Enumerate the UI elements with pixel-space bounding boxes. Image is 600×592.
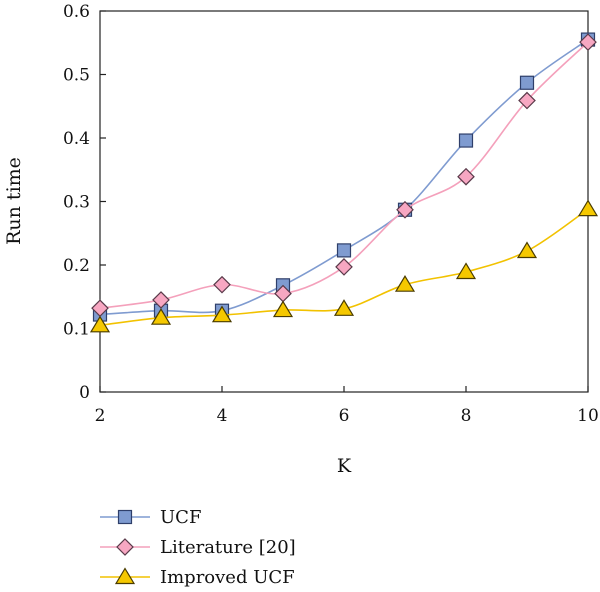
legend-label: Literature [20] (160, 537, 296, 558)
data-point-triangle (455, 262, 477, 280)
legend-item-diamond: Literature [20] (100, 537, 296, 558)
series-diamond (91, 33, 597, 318)
data-point-diamond (335, 258, 353, 276)
data-point-square (336, 243, 352, 258)
plot-frame (99, 10, 589, 393)
data-point-diamond (457, 167, 475, 186)
x-axis: 2 4 6 8 10 (95, 386, 599, 426)
data-point-diamond (518, 91, 536, 110)
x-tick-label: 4 (217, 406, 228, 426)
x-tick-label: 6 (339, 406, 350, 426)
series-line-diamond (99, 41, 589, 309)
data-point-diamond (579, 33, 597, 51)
data-point-triangle (516, 241, 538, 259)
legend-marker-diamond (116, 538, 134, 556)
data-point-triangle (577, 199, 599, 217)
y-tick-label: 0.2 (63, 256, 90, 276)
data-point-diamond (152, 291, 170, 309)
data-point-square (519, 75, 535, 90)
series-layer (89, 32, 599, 333)
legend: UCF Literature [20] Improved UCF (100, 507, 296, 588)
y-tick-label: 0.6 (63, 2, 90, 22)
data-point-triangle (272, 300, 294, 318)
data-point-triangle (89, 315, 111, 333)
legend-item-square: UCF (100, 507, 201, 528)
legend-item-triangle: Improved UCF (100, 567, 295, 588)
plot-area (99, 10, 589, 393)
data-point-diamond (396, 200, 414, 219)
data-point-diamond (213, 275, 231, 294)
series-triangle (89, 199, 599, 333)
x-tick-label: 2 (95, 406, 106, 426)
legend-marker-square (117, 509, 133, 525)
data-point-triangle (150, 308, 172, 325)
y-axis: 0 0.1 0.2 0.3 0.4 0.5 0.6 (63, 2, 106, 403)
series-square (92, 32, 596, 322)
y-tick-label: 0.3 (63, 193, 90, 213)
y-axis-title: Run time (3, 157, 25, 245)
legend-label: Improved UCF (160, 567, 295, 588)
data-point-square (458, 133, 474, 148)
legend-marker-triangle (114, 567, 136, 585)
x-tick-label: 10 (577, 406, 599, 426)
data-point-triangle (211, 305, 233, 323)
y-tick-label: 0.1 (63, 320, 90, 340)
y-tick-label: 0 (79, 383, 90, 403)
data-point-triangle (333, 299, 355, 316)
legend-label: UCF (160, 507, 201, 528)
y-tick-label: 0.5 (63, 66, 90, 86)
x-tick-label: 8 (461, 406, 472, 426)
x-axis-title: K (337, 455, 352, 477)
y-tick-label: 0.4 (63, 129, 90, 149)
data-point-triangle (394, 275, 416, 292)
